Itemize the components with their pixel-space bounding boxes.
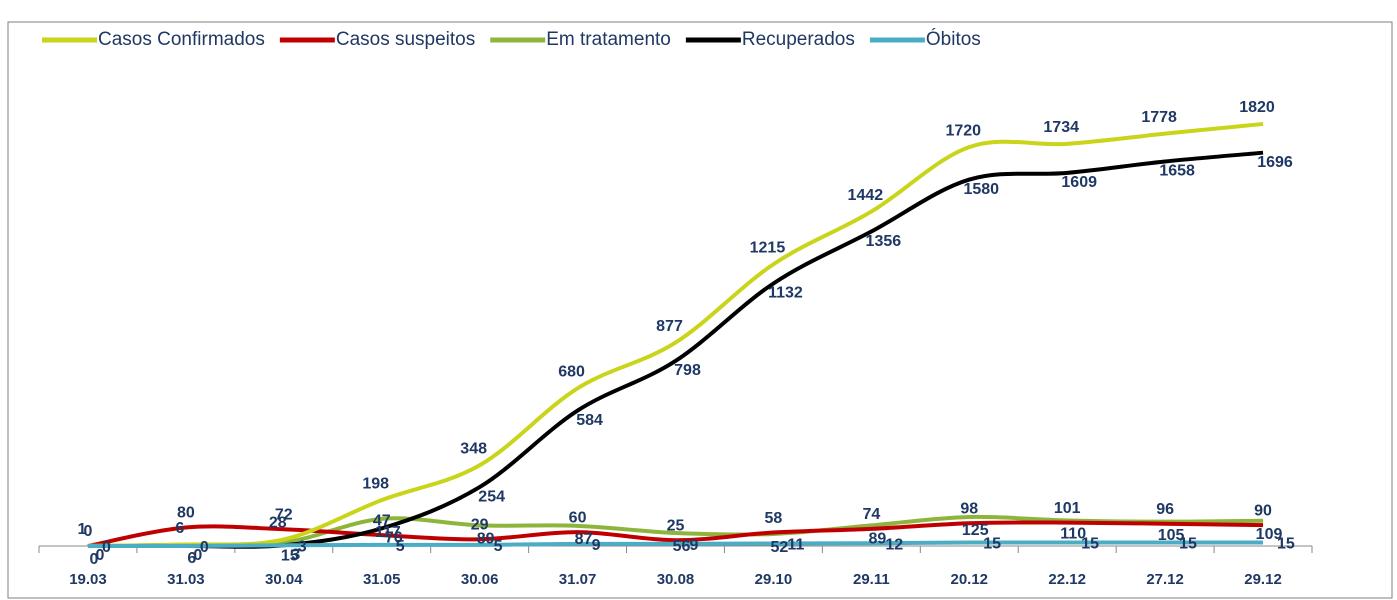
data-label: 6 bbox=[175, 520, 184, 537]
data-label: 101 bbox=[1054, 500, 1081, 517]
data-label: 1356 bbox=[866, 233, 902, 250]
data-label: 1132 bbox=[768, 285, 803, 302]
data-label: 0 bbox=[90, 551, 99, 568]
data-label: 56 bbox=[673, 538, 691, 555]
legend-label: Em tratamento bbox=[546, 29, 671, 50]
data-label: 89 bbox=[477, 531, 495, 548]
data-label: 1720 bbox=[945, 122, 981, 139]
data-label: 1 bbox=[78, 521, 87, 538]
data-label: 1609 bbox=[1061, 174, 1097, 191]
x-tick-label: 27.12 bbox=[1146, 571, 1184, 588]
data-label: 9 bbox=[690, 537, 699, 554]
x-tick-label: 31.03 bbox=[167, 571, 205, 588]
data-label: 80 bbox=[177, 505, 195, 522]
data-label: 198 bbox=[362, 475, 389, 492]
data-label: 12 bbox=[885, 536, 903, 553]
data-label: 1696 bbox=[1257, 154, 1293, 171]
data-label: 0 bbox=[193, 547, 202, 564]
data-label: 29 bbox=[471, 516, 489, 533]
series-line bbox=[87, 150, 1264, 549]
data-label: 0 bbox=[200, 539, 209, 556]
data-label: 15 bbox=[983, 536, 1001, 553]
data-label: 25 bbox=[667, 517, 685, 534]
data-label: 1580 bbox=[963, 181, 999, 198]
x-tick-label: 31.07 bbox=[559, 571, 597, 588]
data-label: 1778 bbox=[1141, 109, 1177, 126]
x-tick-label: 20.12 bbox=[950, 571, 988, 588]
data-label: 15 bbox=[1081, 536, 1099, 553]
data-label: 15 bbox=[1277, 536, 1295, 553]
x-tick-label: 22.12 bbox=[1048, 571, 1086, 588]
data-label: 0 bbox=[96, 547, 105, 564]
data-label: 90 bbox=[1254, 502, 1272, 519]
legend-label: Óbitos bbox=[926, 28, 981, 50]
data-label: 74 bbox=[862, 506, 880, 523]
x-tick-label: 29.12 bbox=[1244, 571, 1282, 588]
data-label: 125 bbox=[962, 522, 989, 539]
data-label: 348 bbox=[460, 441, 487, 458]
data-label: 117 bbox=[375, 524, 401, 541]
data-label: 89 bbox=[868, 531, 886, 548]
data-label: 877 bbox=[656, 318, 683, 335]
legend-label: Casos Confirmados bbox=[98, 29, 265, 50]
legend-label: Casos suspeitos bbox=[336, 29, 475, 50]
data-label: 680 bbox=[558, 364, 585, 381]
series-line bbox=[87, 121, 1264, 548]
chart-frame bbox=[7, 21, 1393, 599]
x-tick-label: 29.11 bbox=[853, 571, 890, 588]
data-label: 58 bbox=[765, 510, 783, 527]
x-tick-label: 30.06 bbox=[461, 571, 499, 588]
data-label: 72 bbox=[275, 507, 293, 524]
data-label: 584 bbox=[576, 412, 603, 429]
data-label: 98 bbox=[960, 500, 978, 517]
data-label: 87 bbox=[575, 531, 593, 548]
x-tick-label: 30.04 bbox=[265, 571, 303, 588]
data-label: 798 bbox=[674, 362, 701, 379]
series-line bbox=[87, 520, 1264, 548]
data-label: 109 bbox=[1256, 526, 1283, 543]
data-label: 9 bbox=[592, 537, 601, 554]
data-label: 15 bbox=[1179, 536, 1197, 553]
legend-label: Recuperados bbox=[742, 29, 855, 50]
x-tick-label: 19.03 bbox=[69, 571, 107, 588]
data-label: 1442 bbox=[848, 187, 884, 204]
data-label: 76 bbox=[385, 530, 403, 547]
data-label: 3 bbox=[298, 539, 307, 556]
x-tick-label: 29.10 bbox=[755, 571, 793, 588]
data-label: 28 bbox=[269, 515, 287, 532]
data-label: 1734 bbox=[1043, 119, 1079, 136]
x-tick-label: 30.08 bbox=[657, 571, 695, 588]
series-line bbox=[87, 514, 1264, 548]
data-label: 0 bbox=[102, 539, 111, 556]
data-label: 1215 bbox=[750, 239, 786, 256]
data-label: 110 bbox=[1060, 526, 1086, 543]
data-label: 105 bbox=[1158, 527, 1185, 544]
data-label: 47 bbox=[373, 512, 391, 529]
series-line bbox=[87, 540, 1264, 549]
data-label: 52 bbox=[771, 539, 789, 556]
data-label: 6 bbox=[187, 550, 196, 567]
data-label: 1820 bbox=[1239, 99, 1275, 116]
data-label: 1658 bbox=[1159, 163, 1195, 180]
data-label: 96 bbox=[1156, 501, 1174, 518]
data-label: 5 bbox=[494, 538, 503, 555]
data-label: 0 bbox=[84, 523, 93, 540]
data-label: 254 bbox=[478, 488, 505, 505]
data-label: 15 bbox=[281, 548, 299, 565]
data-label: 11 bbox=[787, 537, 804, 554]
data-label: 5 bbox=[396, 538, 405, 555]
x-tick-label: 31.05 bbox=[363, 571, 401, 588]
data-label: 3 bbox=[291, 547, 300, 564]
data-label: 60 bbox=[569, 509, 587, 526]
